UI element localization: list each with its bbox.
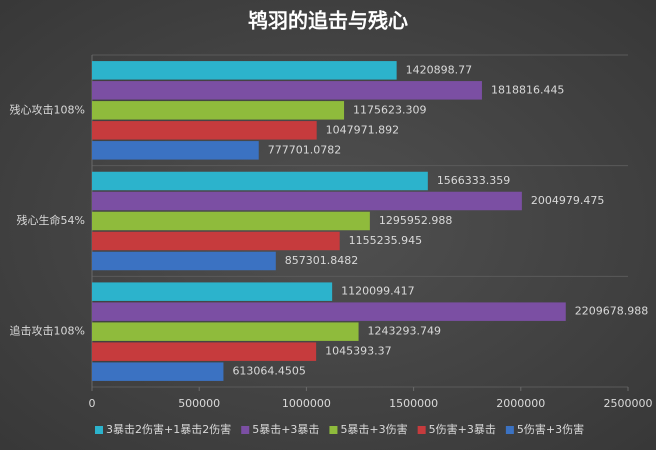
x-tick-label: 2500000 <box>604 397 653 410</box>
category-label: 残心生命54% <box>17 213 85 227</box>
legend-swatch <box>329 426 338 434</box>
bar <box>92 251 276 271</box>
bar <box>92 191 522 211</box>
bar <box>92 322 359 341</box>
legend-swatch <box>505 426 514 434</box>
bar <box>92 141 259 160</box>
bar <box>92 211 370 231</box>
legend-label: 5暴击+3暴击 <box>252 423 319 436</box>
legend-label: 5伤害+3伤害 <box>517 422 584 436</box>
x-tick-label: 0 <box>89 397 96 410</box>
value-label: 1155235.945 <box>349 234 422 247</box>
value-label: 613064.4505 <box>232 365 305 378</box>
bar <box>92 342 317 361</box>
value-label: 777701.0782 <box>268 143 341 156</box>
legend-label: 5伤害+3暴击 <box>429 422 496 436</box>
x-tick-label: 1000000 <box>282 397 331 410</box>
category-label: 残心攻击108% <box>10 102 85 116</box>
bar <box>92 101 345 120</box>
value-label: 1047971.892 <box>326 123 399 136</box>
legend-label: 3暴击2伤害+1暴击2伤害 <box>106 422 231 436</box>
value-label: 1818816.445 <box>491 83 564 96</box>
value-label: 1045393.37 <box>325 345 391 358</box>
value-label: 857301.8482 <box>285 254 358 267</box>
bar <box>92 282 333 301</box>
value-label: 2209678.988 <box>575 305 648 318</box>
bar <box>92 171 428 191</box>
value-label: 1120099.417 <box>341 285 414 298</box>
x-tick-label: 2000000 <box>496 397 545 410</box>
legend-swatch <box>95 426 103 434</box>
value-label: 1175623.309 <box>353 103 426 116</box>
value-label: 1420898.77 <box>406 63 472 76</box>
legend-swatch <box>417 426 426 434</box>
legend-swatch <box>241 426 250 434</box>
bar <box>92 121 317 140</box>
bar <box>92 362 224 381</box>
value-label: 1243293.749 <box>368 325 441 338</box>
value-label: 1295952.988 <box>379 214 452 227</box>
chart-title: 鸨羽的追击与残心 <box>248 9 408 33</box>
category-label: 追击攻击108% <box>10 324 85 338</box>
bar <box>92 302 566 321</box>
x-tick-label: 500000 <box>178 397 220 410</box>
bar <box>92 231 340 251</box>
value-label: 1566333.359 <box>437 174 510 187</box>
x-tick-label: 1500000 <box>389 397 438 410</box>
value-label: 2004979.475 <box>531 194 604 207</box>
bar <box>92 81 482 100</box>
legend-label: 5暴击+3伤害 <box>340 422 407 436</box>
bar <box>92 61 397 80</box>
